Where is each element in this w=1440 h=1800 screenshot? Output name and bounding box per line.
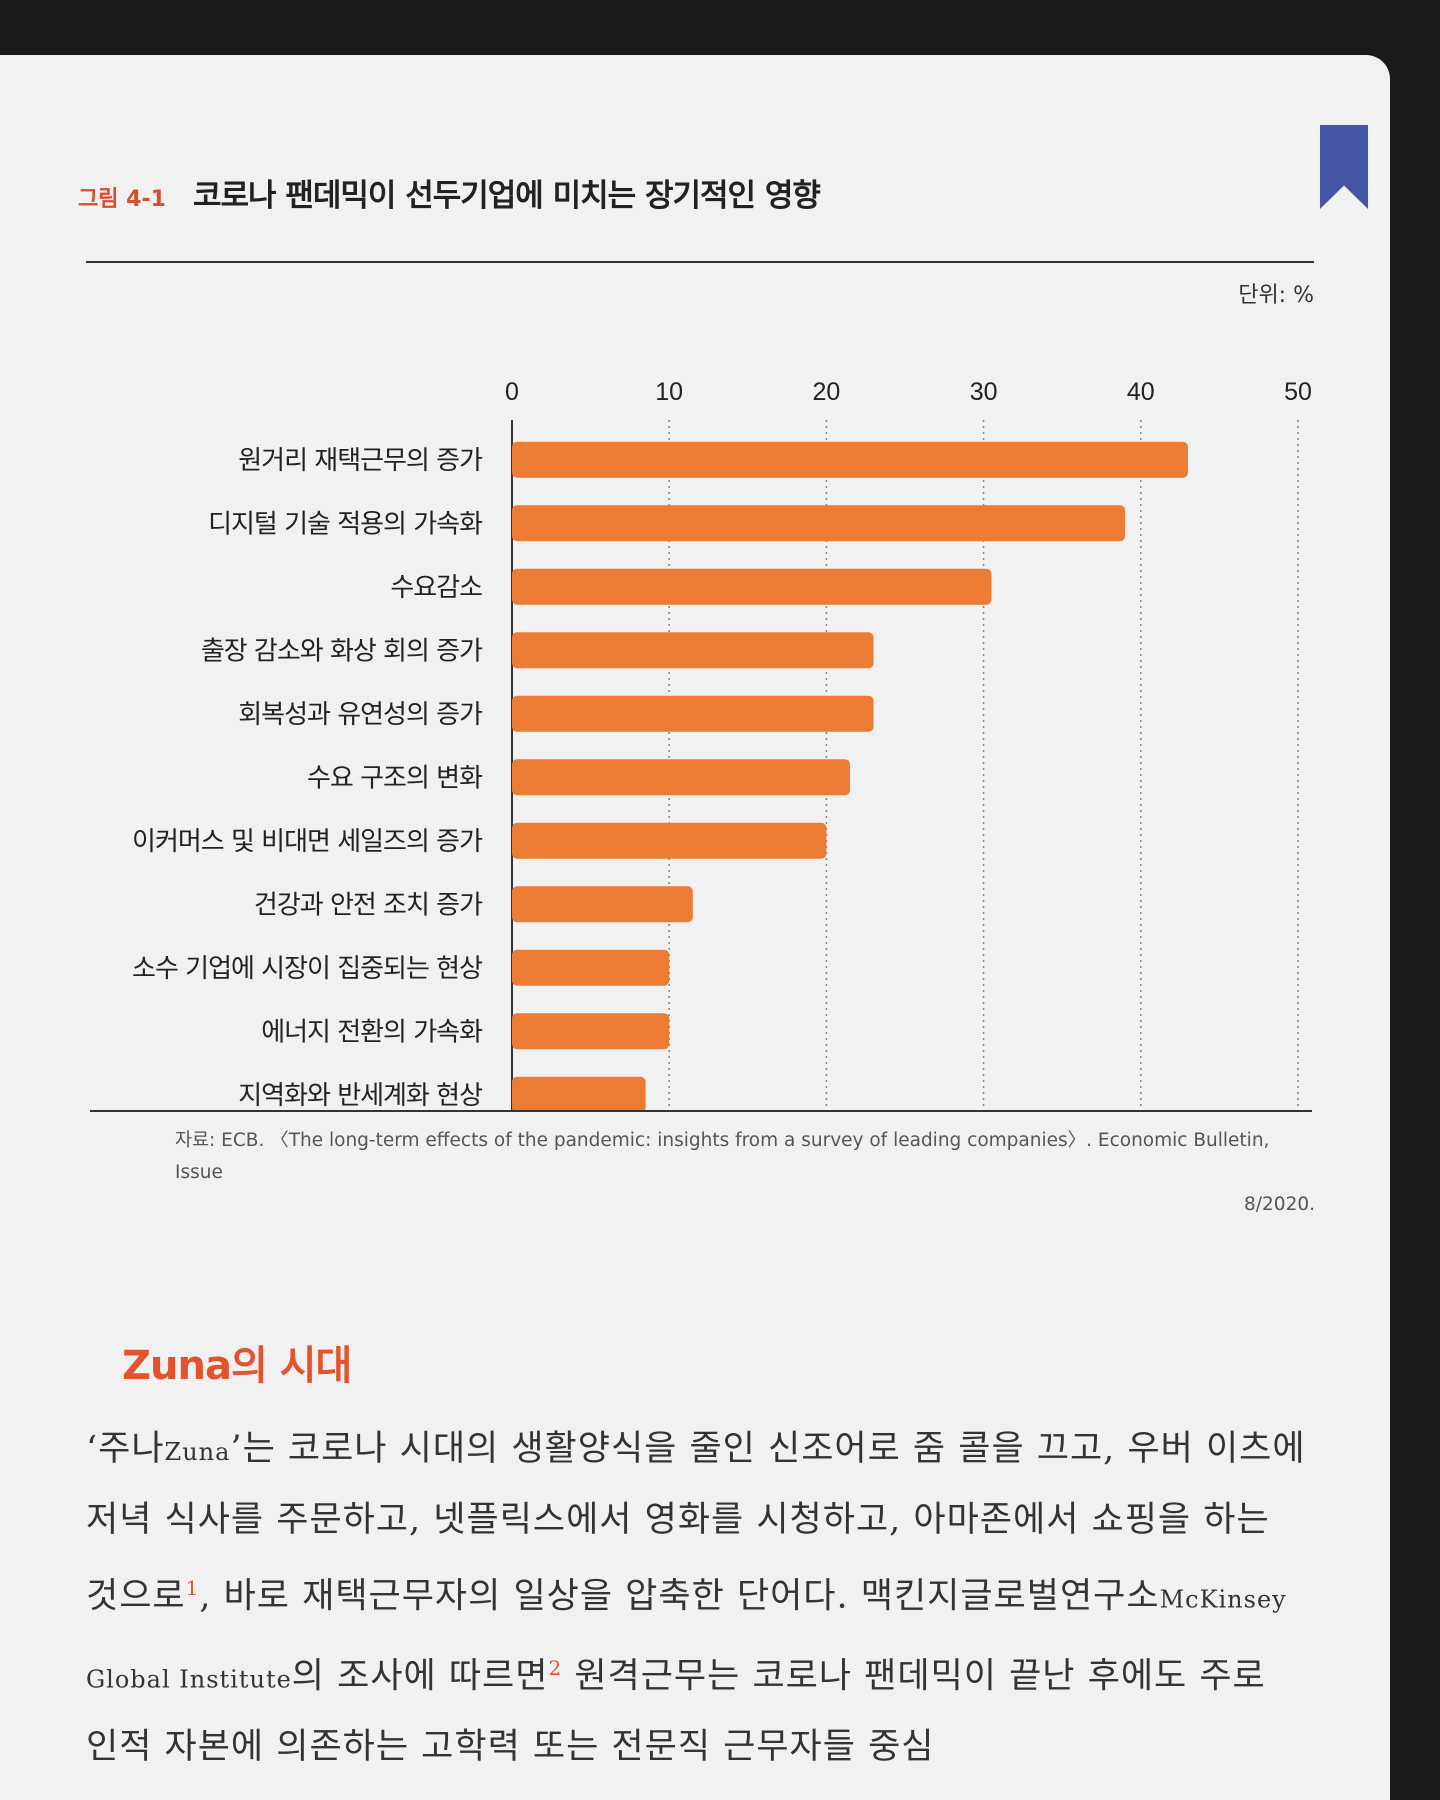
category-label-2: 수요감소	[390, 573, 482, 603]
body-text-a: ‘주나	[86, 1429, 165, 1469]
category-label-1: 디지털 기술 적용의 가속화	[208, 509, 483, 539]
bar-0	[512, 441, 1188, 478]
body-latin-zuna: Zuna	[164, 1438, 231, 1466]
category-label-8: 소수 기업에 시장이 집중되는 현상	[132, 954, 482, 984]
figure-number: 그림 4-1	[78, 187, 166, 212]
body-text-d: , 바로 재택근무자의 일상을 압축한 단어다. 맥킨지글로벌연구소	[199, 1576, 1160, 1617]
bar-1	[512, 505, 1126, 542]
category-label-3: 출장 감소와 화상 회의 증가	[201, 636, 483, 666]
bar-8	[512, 949, 670, 986]
bar-9	[512, 1013, 670, 1050]
unit-label: 단위: %	[1238, 283, 1314, 308]
category-label-6: 이커머스 및 비대면 세일즈의 증가	[132, 827, 483, 857]
chart-ticks: 0 10 20 30 40 50	[505, 378, 1312, 406]
bottom-rule	[90, 1110, 1312, 1112]
bar-6	[512, 822, 827, 859]
x-tick-label-10: 10	[655, 378, 683, 406]
bar-2	[512, 568, 992, 605]
category-label-5: 수요 구조의 변화	[307, 763, 483, 793]
bar-3	[512, 632, 874, 669]
top-rule	[86, 261, 1314, 263]
figure-header: 그림 4-1 코로나 팬데믹이 선두기업에 미치는 장기적인 영향	[78, 170, 1328, 215]
bar-7	[512, 886, 693, 923]
body-text-g: 원격근무는 코로나 팬데믹이 끝난 후에도 주로 인적 자본에 의존하는 고학력…	[86, 1656, 1266, 1768]
category-label-10: 지역화와 반세계화 현상	[238, 1081, 482, 1110]
x-tick-label-0: 0	[505, 378, 519, 406]
source-line-2: 8/2020.	[1244, 1194, 1315, 1215]
section-heading: Zuna의 시대	[122, 1343, 352, 1389]
book-page: 그림 4-1 코로나 팬데믹이 선두기업에 미치는 장기적인 영향 단위: % …	[0, 55, 1390, 1800]
category-label-0: 원거리 재택근무의 증가	[238, 446, 483, 476]
body-text-c: ’는 코로나 시대의 생활양식을 줄인 신조어로 줌 콜을 끄고, 우버 이츠에…	[86, 1429, 1306, 1617]
body-text-f: 의 조사에 따르면	[291, 1656, 549, 1697]
category-label-9: 에너지 전환의 가속화	[261, 1017, 483, 1047]
x-tick-label-50: 50	[1284, 378, 1312, 406]
figure-title: 코로나 팬데믹이 선두기업에 미치는 장기적인 영향	[192, 178, 821, 214]
bar-10	[512, 1076, 646, 1110]
footnote-2[interactable]: 2	[548, 1655, 563, 1680]
bar-4	[512, 695, 874, 732]
body-paragraph: ‘주나Zuna’는 코로나 시대의 생활양식을 줄인 신조어로 줌 콜을 끄고,…	[86, 1415, 1311, 1781]
body-latin-mckinsey: McKinsey Global Institute	[86, 1585, 1287, 1694]
footnote-1[interactable]: 1	[185, 1576, 200, 1600]
bar-5	[512, 759, 850, 796]
category-label-4: 회복성과 유연성의 증가	[238, 700, 483, 730]
source-line-1: 자료: ECB. 〈The long-term effects of the p…	[175, 1130, 1270, 1183]
chart-bars	[512, 441, 1188, 1110]
x-tick-label-30: 30	[970, 378, 998, 406]
x-tick-label-40: 40	[1127, 378, 1155, 406]
category-label-7: 건강과 안전 조치 증가	[254, 890, 483, 920]
x-tick-label-20: 20	[812, 378, 840, 406]
source-note: 자료: ECB. 〈The long-term effects of the p…	[175, 1125, 1315, 1221]
